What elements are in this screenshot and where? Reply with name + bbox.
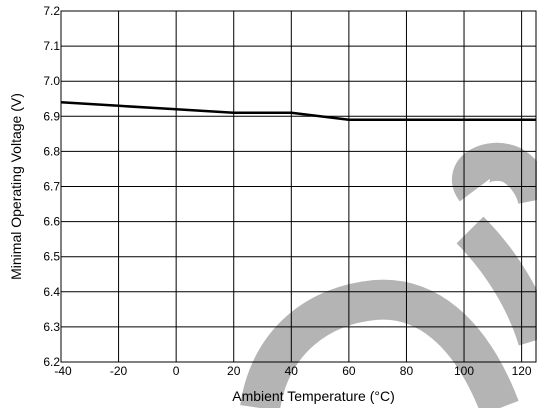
- x-tick-label: 100: [454, 364, 474, 378]
- y-tick-label: 7.1: [43, 39, 60, 53]
- series-line: [60, 101, 536, 122]
- y-tick-label: 7.2: [43, 4, 60, 18]
- x-axis-title: Ambient Temperature (°C): [232, 388, 395, 404]
- x-tick-label: 20: [227, 364, 241, 378]
- watermark-large-arc: [240, 279, 519, 408]
- y-tick-label: 6.3: [43, 320, 60, 334]
- watermark-logo: [240, 142, 537, 408]
- y-tick-label: 7.0: [43, 74, 60, 88]
- y-tick-label: 6.6: [43, 215, 60, 229]
- y-tick-label: 6.9: [43, 109, 60, 123]
- x-tick-label: -40: [54, 364, 72, 378]
- y-tick-labels: 6.2 6.3 6.4 6.5 6.6 6.7 6.8 6.9 7.0 7.1 7.2: [43, 4, 60, 369]
- y-tick-label: 6.7: [43, 180, 60, 194]
- watermark-small-arc: [452, 142, 537, 205]
- x-tick-label: -20: [110, 364, 128, 378]
- x-tick-label: 80: [400, 364, 414, 378]
- y-tick-label: 6.4: [43, 285, 60, 299]
- y-tick-label: 6.8: [43, 144, 60, 158]
- x-tick-label: 0: [173, 364, 180, 378]
- y-tick-label: 6.2: [43, 355, 60, 369]
- watermark-inner-arc: [456, 216, 537, 346]
- x-tick-label: 60: [342, 364, 356, 378]
- plot-frame: [60, 10, 537, 363]
- y-tick-label: 6.5: [43, 250, 60, 264]
- x-tick-label: 120: [512, 364, 532, 378]
- x-tick-label: 40: [285, 364, 299, 378]
- y-axis-title: Minimal Operating Voltage (V): [8, 93, 24, 280]
- x-tick-labels: -40 -20 0 20 40 60 80 100 120: [54, 364, 532, 378]
